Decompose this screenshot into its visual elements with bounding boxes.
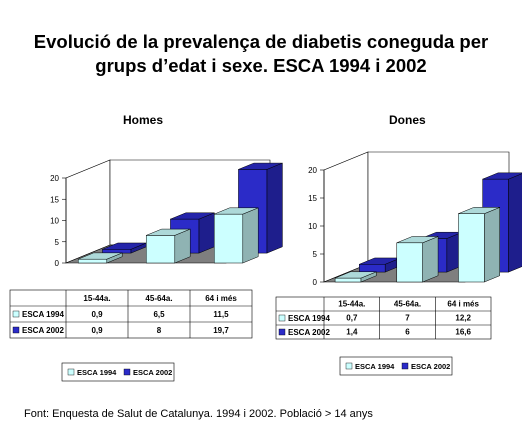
homes-legend-swatch-2002 (123, 368, 131, 376)
dones-table-series-label: ESCA 1994 (288, 314, 331, 323)
dones-table-series-label: ESCA 2002 (288, 328, 331, 337)
dones-bar-1994-side (422, 236, 439, 283)
dones-data-table (275, 296, 492, 340)
homes-legend-label: ESCA 2002 (133, 368, 172, 377)
dones-data-label: 6 (405, 328, 410, 337)
dones-legend-label: ESCA 1994 (355, 362, 395, 371)
dones-bar-2002-top (482, 172, 522, 180)
dones-category-label: 15-44a. (338, 300, 365, 309)
dones-table-swatch-1994 (278, 314, 286, 322)
title-line-2: grups d’edat i sexe. ESCA 1994 i 2002 (95, 55, 427, 76)
homes-bar-2002-top (170, 212, 215, 220)
homes-data-label: 0,9 (91, 326, 103, 335)
homes-table-series-label: ESCA 2002 (22, 326, 65, 335)
homes-ytick-label: 20 (50, 174, 59, 183)
homes-legend-box (61, 362, 175, 382)
homes-table-swatch-1994 (12, 310, 20, 318)
dones-bar-1994-front (458, 213, 485, 283)
homes-bar-2002-side (266, 162, 283, 254)
dones-bar-1994-top (396, 236, 439, 244)
homes-data-label: 19,7 (213, 326, 229, 335)
homes-ytick-label: 10 (50, 217, 59, 226)
homes-legend-label: ESCA 1994 (77, 368, 117, 377)
dones-ytick-label: 5 (313, 250, 318, 259)
chart-title-dones: Dones (389, 113, 426, 127)
homes-bar-1994-side (242, 207, 259, 264)
dones-ytick-label: 0 (313, 278, 318, 287)
homes-data-label: 6,5 (153, 310, 165, 319)
dones-bar-1994-side (484, 207, 500, 283)
homes-legend-swatch-1994 (67, 368, 75, 376)
dones-category-label: 64 i més (447, 300, 479, 309)
homes-table-series-label: ESCA 1994 (22, 310, 65, 319)
dones-ytick-label: 15 (308, 194, 317, 203)
homes-bar-1994-front (213, 213, 244, 264)
dones-legend-swatch-1994 (345, 362, 353, 370)
dones-ytick-label: 10 (308, 222, 317, 231)
dones-legend-swatch-2002 (401, 362, 409, 370)
chart-title-homes: Homes (123, 113, 164, 127)
homes-category-label: 15-44a. (83, 294, 110, 303)
homes-table-swatch-2002 (12, 326, 20, 334)
homes-ytick-label: 0 (55, 259, 60, 268)
dones-legend-label: ESCA 2002 (411, 362, 450, 371)
homes-bar-1994-front (77, 258, 108, 264)
dones-data-label: 1,4 (346, 328, 358, 337)
dones-ytick-label: 20 (308, 166, 317, 175)
title-line-1: Evolució de la prevalença de diabetis co… (33, 31, 489, 52)
dones-bar-1994-top (458, 207, 500, 214)
homes-bar-1994-top (214, 207, 259, 215)
homes-bar-2002-front (102, 249, 132, 254)
homes-bar-1994-top (146, 228, 191, 236)
homes-bar-1994-front (145, 235, 176, 264)
dones-data-label: 0,7 (346, 314, 358, 323)
dones-data-label: 7 (405, 314, 410, 323)
dones-bar-1994-top (335, 271, 377, 279)
homes-data-table (9, 289, 253, 339)
dones-side-wall (323, 151, 369, 283)
homes-ytick-label: 5 (55, 238, 60, 247)
dones-bar-2002-front (359, 264, 386, 273)
dones-bar-1994-front (396, 242, 423, 283)
page-title: Evolució de la prevalença de diabetis co… (0, 30, 522, 78)
dones-legend-box (339, 356, 453, 376)
dones-data-label: 16,6 (455, 328, 471, 337)
homes-bar-2002-side (198, 212, 215, 254)
homes-category-label: 64 i més (205, 294, 237, 303)
homes-data-label: 0,9 (91, 310, 103, 319)
dones-data-label: 12,2 (455, 314, 471, 323)
dones-bar-2002-side (508, 173, 522, 273)
dones-table-swatch-2002 (278, 328, 286, 336)
homes-category-label: 45-64a. (145, 294, 172, 303)
homes-bar-2002-top (238, 162, 283, 170)
source-note: Font: Enquesta de Salut de Catalunya. 19… (24, 408, 373, 420)
dones-bar-1994-front (334, 277, 362, 283)
homes-ytick-label: 15 (50, 195, 59, 204)
homes-data-label: 11,5 (213, 310, 229, 319)
homes-bar-1994-top (78, 252, 123, 260)
dones-category-label: 45-64a. (394, 300, 421, 309)
homes-data-label: 8 (157, 326, 162, 335)
